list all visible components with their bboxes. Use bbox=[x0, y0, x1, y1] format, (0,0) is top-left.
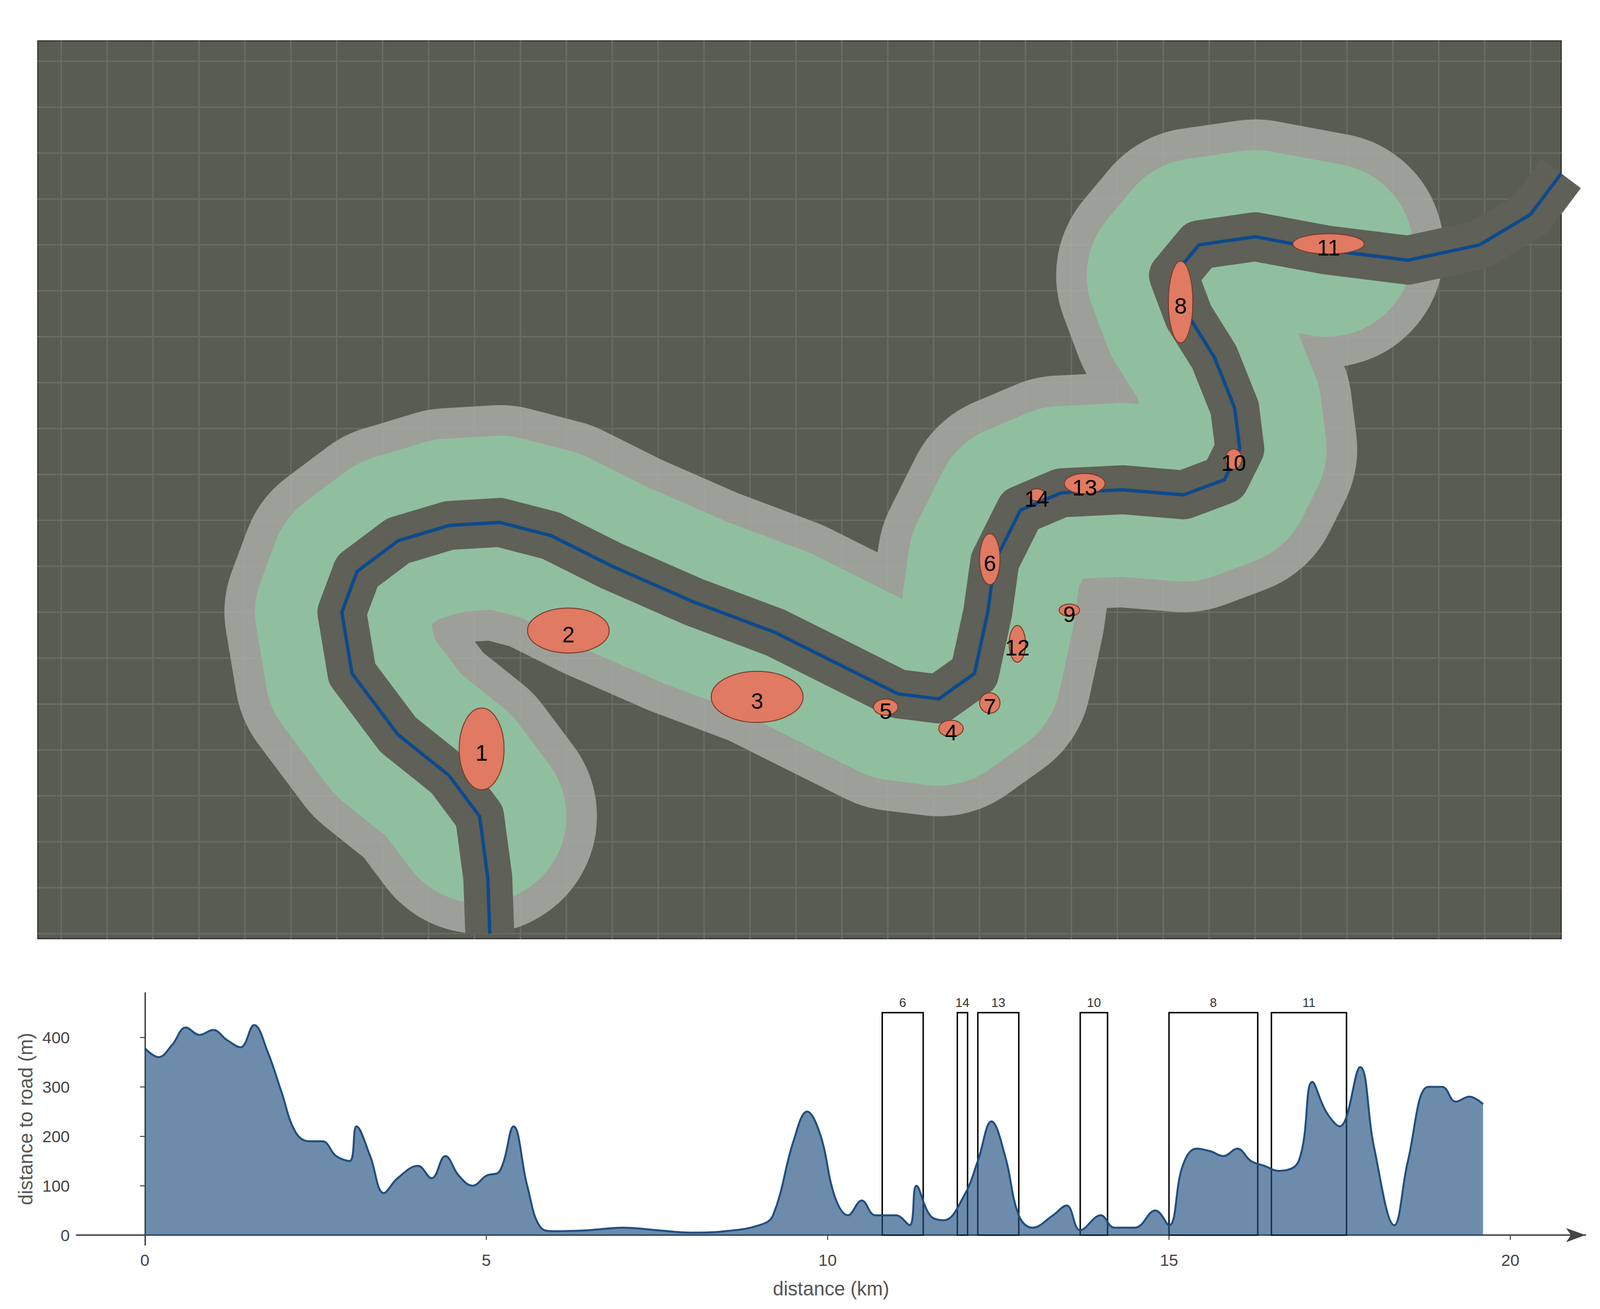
svg-text:0: 0 bbox=[140, 1250, 150, 1270]
svg-text:1: 1 bbox=[475, 740, 489, 766]
svg-text:distance (km): distance (km) bbox=[772, 1278, 890, 1300]
svg-text:14: 14 bbox=[955, 995, 970, 1010]
svg-text:14: 14 bbox=[1024, 486, 1050, 512]
svg-text:12: 12 bbox=[1005, 635, 1030, 661]
svg-text:2: 2 bbox=[561, 622, 575, 648]
svg-text:10: 10 bbox=[1087, 995, 1102, 1010]
svg-text:0: 0 bbox=[60, 1226, 70, 1245]
svg-text:8: 8 bbox=[1209, 995, 1217, 1010]
svg-text:100: 100 bbox=[42, 1176, 70, 1196]
svg-text:9: 9 bbox=[1063, 601, 1076, 627]
svg-text:4: 4 bbox=[944, 720, 958, 746]
svg-text:15: 15 bbox=[1159, 1250, 1179, 1270]
svg-text:11: 11 bbox=[1316, 235, 1341, 261]
svg-text:7: 7 bbox=[983, 694, 997, 720]
svg-text:6: 6 bbox=[899, 995, 907, 1010]
svg-text:400: 400 bbox=[42, 1028, 70, 1047]
svg-text:distance to road (m): distance to road (m) bbox=[15, 1032, 37, 1206]
svg-text:5: 5 bbox=[481, 1250, 491, 1270]
svg-text:13: 13 bbox=[991, 995, 1006, 1010]
svg-text:10: 10 bbox=[1221, 450, 1247, 476]
svg-text:200: 200 bbox=[42, 1127, 70, 1146]
svg-text:10: 10 bbox=[818, 1250, 837, 1270]
svg-text:11: 11 bbox=[1302, 995, 1316, 1010]
svg-text:5: 5 bbox=[879, 698, 893, 724]
svg-text:13: 13 bbox=[1072, 475, 1098, 501]
svg-text:20: 20 bbox=[1501, 1250, 1520, 1270]
svg-text:6: 6 bbox=[983, 550, 997, 576]
svg-text:3: 3 bbox=[751, 688, 764, 714]
svg-text:300: 300 bbox=[42, 1077, 70, 1097]
svg-text:8: 8 bbox=[1174, 293, 1187, 319]
